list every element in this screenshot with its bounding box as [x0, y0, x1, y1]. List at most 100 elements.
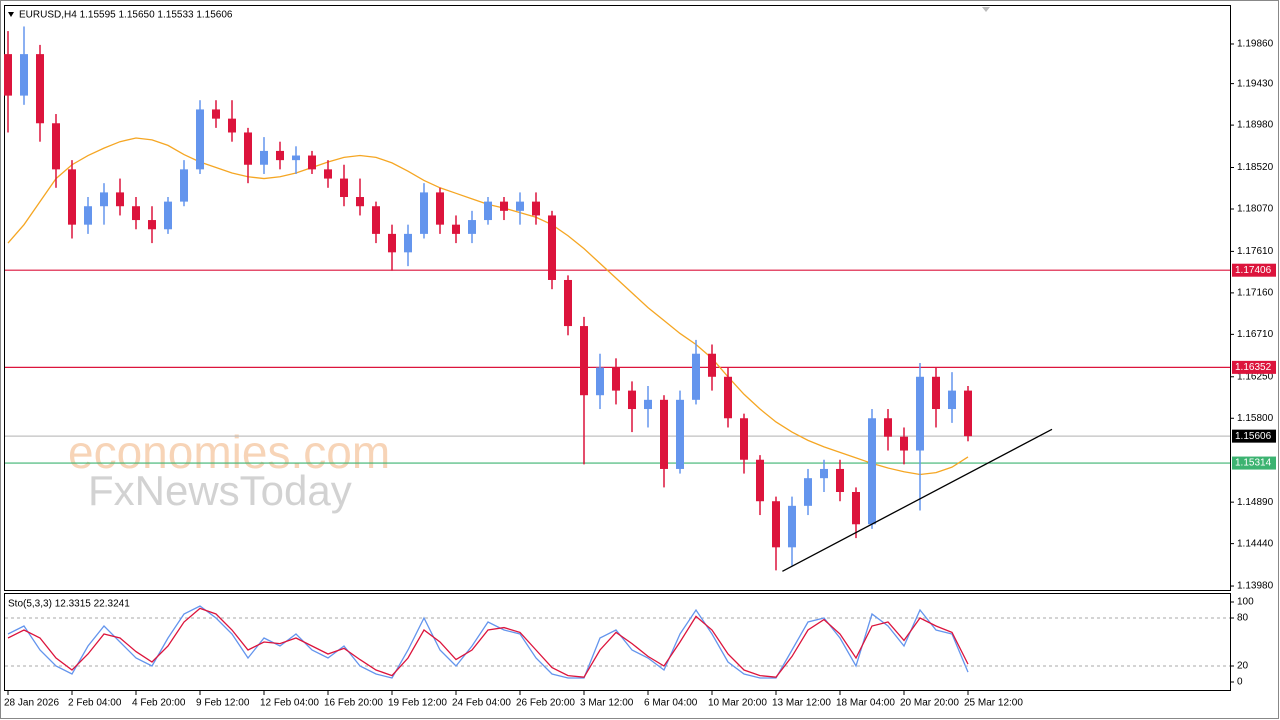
x-tick-label: 9 Feb 12:00: [196, 698, 250, 709]
candle-body: [708, 353, 716, 377]
indicator-line: [7, 607, 969, 678]
candle-body: [932, 376, 940, 410]
candle-body: [580, 326, 588, 396]
candle-body: [676, 399, 684, 469]
watermark: economies.com: [68, 426, 390, 478]
y-tick-label: 1.18070: [1237, 204, 1274, 215]
candle-body: [4, 54, 12, 96]
candle-body: [868, 418, 876, 525]
x-tick-label: 13 Mar 12:00: [772, 698, 831, 709]
y-tick-label: 1.15800: [1237, 413, 1274, 424]
candle-body: [468, 220, 476, 234]
x-tick-label: 4 Feb 20:00: [132, 698, 186, 709]
candle-body: [820, 468, 828, 479]
candle-body: [308, 155, 316, 170]
y-tick-label: 1.19860: [1237, 39, 1274, 50]
candle-body: [388, 233, 396, 253]
level-label: 1.17406: [1235, 265, 1272, 276]
candle-body: [196, 109, 204, 170]
indicator-title: Sto(5,3,3) 12.3315 22.3241: [8, 599, 130, 610]
candle-body: [660, 399, 668, 469]
x-tick-label: 20 Mar 20:00: [900, 698, 959, 709]
candle-body: [68, 169, 76, 225]
level-label-box: [1232, 429, 1276, 443]
y-tick-label: 1.19430: [1237, 78, 1274, 89]
candle-body: [372, 206, 380, 234]
y-tick-label: 1.13980: [1237, 581, 1274, 592]
y-tick-label: 1.16250: [1237, 371, 1274, 382]
x-tick-label: 25 Mar 12:00: [964, 698, 1023, 709]
candle-body: [100, 192, 108, 207]
level-label: 1.16352: [1235, 362, 1272, 373]
candle-body: [244, 132, 252, 165]
candle-body: [564, 279, 572, 327]
candle-body: [836, 468, 844, 493]
candle-body: [324, 169, 332, 179]
candle-body: [500, 201, 508, 211]
y-tick-label: 0: [1237, 677, 1243, 688]
candle-body: [772, 501, 780, 548]
candle-body: [356, 197, 364, 207]
indicator-panel: [4, 593, 1231, 691]
y-tick-label: 1.18980: [1237, 120, 1274, 131]
x-tick-label: 6 Mar 04:00: [644, 698, 698, 709]
price-panel: [4, 5, 1231, 591]
y-tick-label: 80: [1237, 613, 1249, 624]
level-label: 1.15314: [1235, 458, 1272, 469]
y-tick-label: 100: [1237, 597, 1254, 608]
candle-body: [340, 178, 348, 198]
y-tick-label: 1.17160: [1237, 288, 1274, 299]
x-tick-label: 3 Mar 12:00: [580, 698, 634, 709]
x-tick-label: 26 Feb 20:00: [516, 698, 575, 709]
candle-body: [292, 155, 300, 161]
candle-body: [516, 201, 524, 211]
candle-body: [948, 390, 956, 410]
indicator-line: [7, 605, 969, 679]
watermark: FxNewsToday: [88, 467, 352, 514]
candle-body: [276, 150, 284, 161]
candle-body: [132, 206, 140, 221]
candle-body: [84, 206, 92, 225]
trendline: [782, 428, 1053, 572]
candle-body: [212, 109, 220, 119]
candle-body: [52, 123, 60, 170]
candle-body: [452, 224, 460, 234]
candle-body: [692, 353, 700, 400]
candle-body: [628, 390, 636, 410]
candle-body: [228, 118, 236, 133]
candle-body: [596, 367, 604, 396]
candle-body: [484, 201, 492, 221]
x-tick-label: 2 Feb 04:00: [68, 698, 122, 709]
candle-body: [148, 220, 156, 230]
candle-body: [420, 192, 428, 234]
candle-body: [644, 399, 652, 410]
candle-body: [36, 54, 44, 124]
level-label-box: [1232, 360, 1276, 374]
candle-body: [180, 169, 188, 202]
x-tick-label: 10 Mar 20:00: [708, 698, 767, 709]
candle-body: [884, 418, 892, 437]
candle-body: [964, 390, 972, 437]
candle-body: [548, 215, 556, 280]
candle-body: [788, 505, 796, 548]
candle-body: [436, 192, 444, 225]
y-tick-label: 1.14890: [1237, 497, 1274, 508]
candle-body: [756, 459, 764, 502]
candle-body: [740, 418, 748, 460]
shift-marker: [982, 7, 990, 12]
level-label-box: [1232, 456, 1276, 470]
candle-body: [116, 192, 124, 207]
candle-body: [804, 478, 812, 506]
y-tick-label: 1.14440: [1237, 538, 1274, 549]
candle-body: [20, 54, 28, 96]
x-tick-label: 16 Feb 20:00: [324, 698, 383, 709]
x-tick-label: 24 Feb 04:00: [452, 698, 511, 709]
level-label: 1.15606: [1235, 431, 1272, 442]
candle-body: [916, 376, 924, 451]
menu-arrow[interactable]: [8, 12, 14, 17]
candle-body: [852, 492, 860, 525]
candle-body: [900, 436, 908, 451]
level-label-box: [1232, 263, 1276, 277]
